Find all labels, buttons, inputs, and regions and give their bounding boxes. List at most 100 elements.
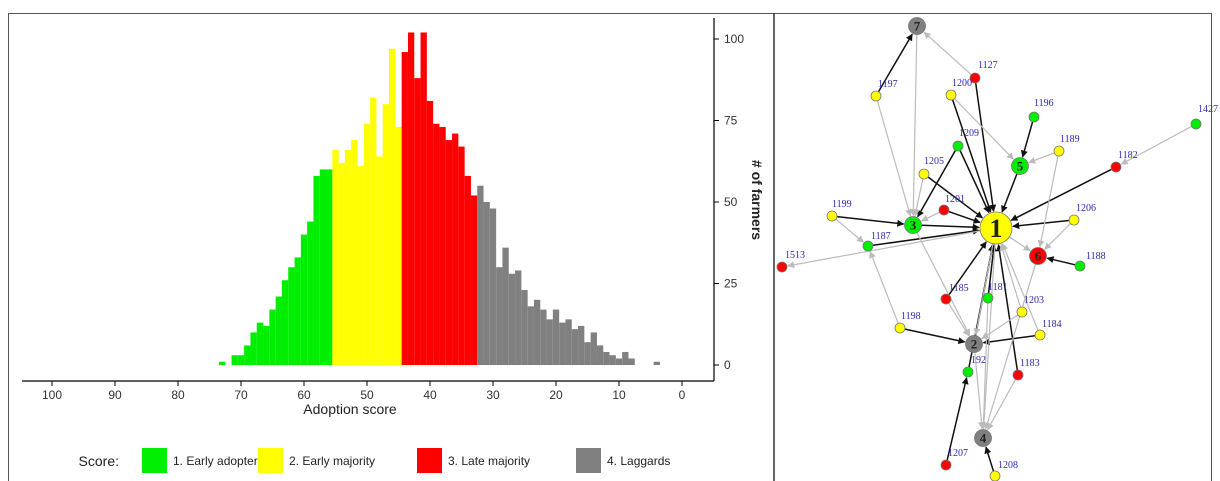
y-tick-label: 0	[724, 358, 731, 372]
network-node-label: 1199	[832, 199, 852, 210]
network-node	[974, 429, 992, 447]
network-node	[940, 293, 952, 305]
network-node	[904, 216, 922, 234]
network-edge	[1044, 223, 1071, 250]
network-node-label: 1208	[998, 460, 1018, 471]
network-node	[938, 204, 950, 216]
network-edge	[980, 243, 996, 430]
network-edge	[912, 178, 924, 217]
y-tick-label: 75	[724, 114, 738, 128]
histogram-bar	[540, 309, 547, 365]
histogram-bar	[319, 169, 327, 365]
histogram-bar	[281, 280, 289, 365]
histogram-bar	[263, 325, 270, 365]
histogram-bar	[407, 32, 415, 365]
network-node-label: 1187	[871, 231, 891, 242]
network-edge	[948, 241, 987, 296]
network-node	[1190, 118, 1202, 130]
histogram-bar	[256, 322, 264, 365]
y-axis-ticks: 0 25 50 75 100	[714, 32, 744, 372]
legend-title: Score:	[79, 453, 119, 469]
network-node-label: 192	[971, 355, 986, 366]
network-node-label: 2	[971, 337, 978, 352]
network-edge	[959, 150, 990, 214]
legend-swatch	[417, 448, 442, 473]
network-edge	[1008, 236, 1031, 252]
network-edge	[954, 98, 1014, 160]
histogram-bar	[578, 325, 585, 365]
histogram-bar	[603, 351, 610, 365]
network-node-label: 1513	[785, 250, 805, 261]
network-node	[1029, 247, 1047, 265]
network-node	[1034, 329, 1046, 341]
histogram-bar	[452, 133, 459, 365]
histogram-bar	[414, 78, 421, 366]
network-node-label: 5	[1017, 159, 1024, 174]
x-axis-label: Adoption score	[303, 401, 397, 417]
histogram-bar	[313, 175, 320, 365]
network-edge	[921, 223, 980, 231]
histogram-bar	[218, 361, 226, 365]
network-node	[918, 168, 930, 180]
histogram-bar	[464, 175, 471, 365]
x-tick-label: 70	[234, 388, 248, 402]
histogram-bar	[269, 309, 276, 365]
x-tick-label: 0	[679, 388, 686, 402]
histogram-bar	[615, 358, 623, 365]
network-node	[826, 210, 838, 222]
histogram-bar	[237, 355, 245, 365]
legend-label: 1. Early adopters	[173, 454, 264, 468]
histogram-bar	[244, 345, 251, 365]
network-node	[1068, 214, 1080, 226]
network-node	[979, 211, 1013, 245]
network-edge	[951, 99, 992, 213]
network-node	[969, 72, 981, 84]
histogram-bar	[559, 322, 566, 365]
network-node	[870, 90, 882, 102]
histogram-bar	[332, 149, 339, 365]
histogram-bar	[515, 270, 522, 365]
network-node-label: 3	[910, 218, 917, 233]
network-node-label: 1188	[1086, 251, 1106, 262]
network-edge	[1001, 173, 1018, 213]
histogram-bar	[527, 306, 534, 365]
histogram-bar	[584, 342, 591, 365]
x-tick-label: 100	[42, 388, 62, 402]
network-edge	[923, 31, 972, 76]
histogram-bar	[275, 296, 282, 365]
network-edges	[787, 31, 1192, 472]
adoption-network: 1 2 3 4 5 6 7 1127 1200 1197 1196 1427 1209 1189 1182 1…	[776, 17, 1218, 481]
network-node	[1053, 145, 1065, 157]
legend-label: 3. Late majority	[448, 454, 530, 468]
histogram-bar	[653, 361, 660, 365]
network-edge	[984, 263, 1037, 430]
network-node	[908, 17, 926, 35]
network-node-label: 1203	[1024, 295, 1044, 306]
network-node-label: 1209	[959, 128, 979, 139]
x-tick-label: 10	[612, 388, 626, 402]
network-node-label: 1201	[945, 194, 965, 205]
x-tick-label: 50	[360, 388, 374, 402]
network-edge	[946, 377, 969, 461]
histogram-bar	[395, 127, 402, 366]
histogram-bar	[622, 351, 629, 365]
network-node-label: 1427	[1198, 104, 1218, 115]
legend-label: 4. Laggards	[607, 454, 670, 468]
network-edge	[981, 314, 1019, 340]
figure-frame	[8, 13, 1212, 481]
legend-swatch	[142, 448, 167, 473]
histogram-bar	[382, 104, 390, 365]
network-node	[965, 335, 983, 353]
network-node	[862, 240, 874, 252]
histogram-bar	[458, 146, 465, 365]
legend-swatch	[576, 448, 601, 473]
network-node-label: 1197	[878, 79, 898, 90]
histogram-bar	[628, 358, 635, 365]
histogram-bar	[508, 273, 516, 365]
network-edge	[982, 334, 1036, 346]
network-edge	[904, 328, 966, 345]
histogram-bar	[389, 48, 396, 365]
network-node-label: 1182	[1118, 150, 1138, 161]
